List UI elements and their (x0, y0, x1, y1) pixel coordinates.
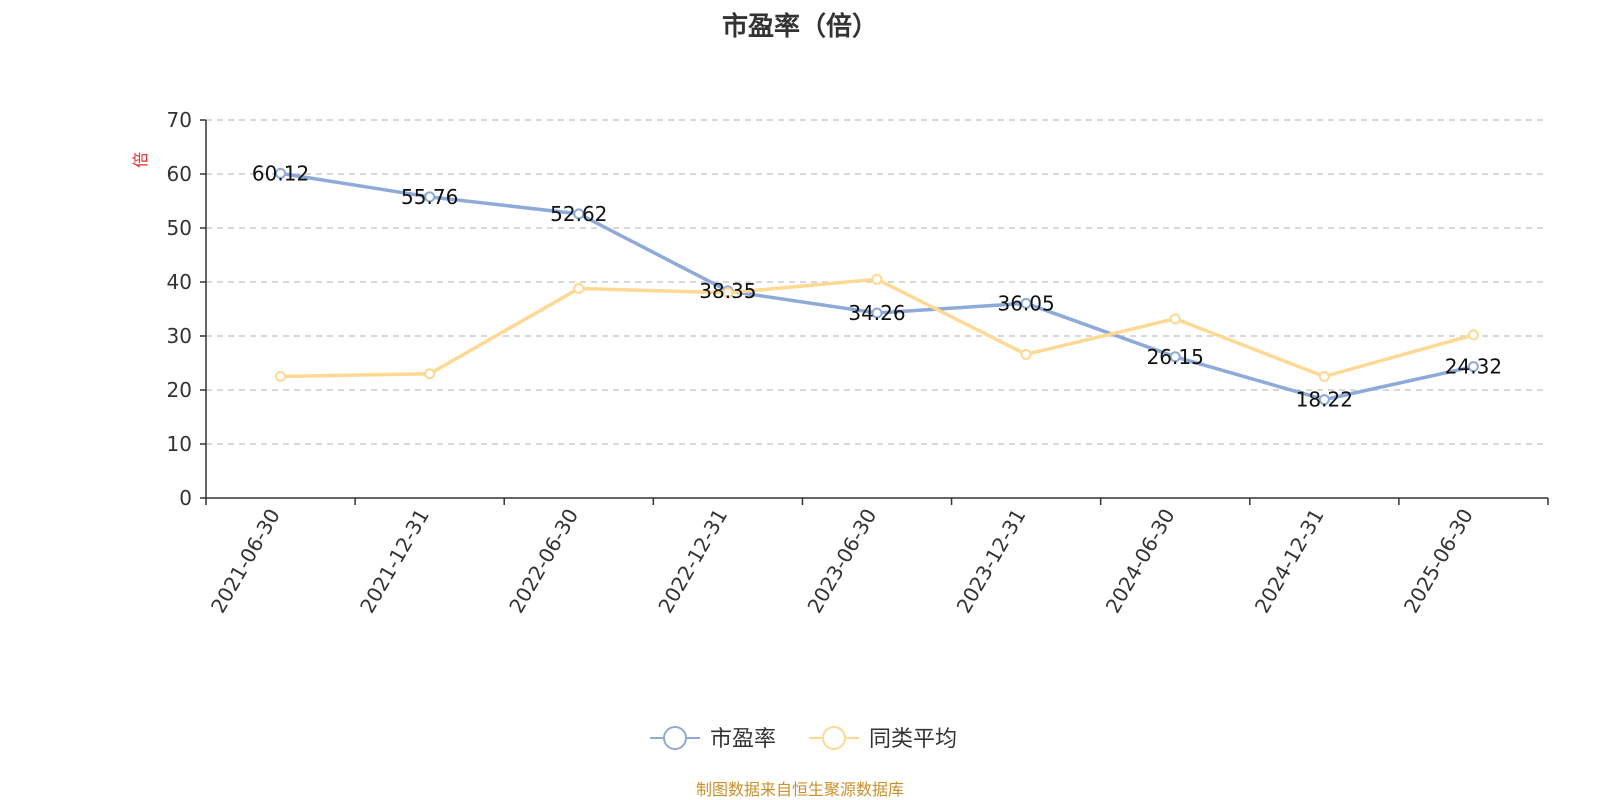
legend-item-1[interactable]: 同类平均 (809, 726, 957, 752)
source-note: 制图数据来自恒生聚源数据库 (695, 780, 904, 799)
x-tick-label: 2021-06-30 (206, 505, 285, 618)
y-tick-label: 70 (167, 108, 192, 132)
legend-item-0[interactable]: 市盈率 (650, 726, 776, 752)
legend[interactable]: 市盈率 同类平均 (650, 726, 957, 752)
series-layer: 60.12 55.76 52.62 38.35 34.26 36.05 26.15 18.22… (252, 161, 1502, 411)
legend-marker (663, 726, 687, 750)
chart-title: 市盈率（倍） (721, 12, 878, 42)
axes: 0 10 20 30 40 50 60 70 2021-06-30 2021-12-31 2022-… (167, 108, 1549, 618)
data-point (1169, 351, 1181, 363)
data-point (722, 287, 734, 299)
data-point (424, 191, 436, 203)
y-tick-label: 0 (179, 486, 192, 510)
data-point (871, 273, 883, 285)
x-tick-label: 2025-06-30 (1399, 505, 1478, 618)
legend-marker (822, 726, 846, 750)
legend-label: 同类平均 (869, 727, 957, 752)
data-point (871, 307, 883, 319)
data-point (1020, 348, 1032, 360)
x-tick-label: 2021-12-31 (355, 504, 434, 617)
data-point (1169, 313, 1181, 325)
data-label: 24.32 (1445, 355, 1502, 379)
data-point (275, 371, 287, 382)
data-point (1318, 371, 1330, 382)
y-axis-label: 倍 (131, 152, 150, 168)
data-label: 18.22 (1296, 388, 1353, 412)
data-point (1467, 361, 1479, 373)
data-point (424, 368, 436, 380)
x-tick-label: 2023-06-30 (802, 505, 881, 618)
x-tick-label: 2022-12-31 (653, 505, 732, 618)
data-label: 38.35 (699, 279, 756, 303)
data-point (1020, 297, 1032, 309)
x-tick-label: 2024-06-30 (1101, 505, 1180, 618)
y-tick-label: 20 (167, 378, 192, 402)
legend-label: 市盈率 (710, 727, 776, 752)
x-tick-label: 2023-12-31 (952, 505, 1031, 618)
y-tick-label: 10 (167, 432, 192, 456)
series-line-1 (280, 277, 1474, 379)
data-label: 52.62 (550, 202, 607, 226)
data-label: 34.26 (848, 301, 905, 325)
x-tick-label: 2024-12-31 (1250, 505, 1329, 618)
data-point (275, 167, 287, 179)
data-label: 26.15 (1147, 345, 1204, 369)
x-tick-label: 2022-06-30 (504, 505, 583, 618)
data-point (573, 208, 585, 220)
y-tick-label: 50 (167, 216, 192, 240)
data-label: 36.05 (997, 291, 1054, 315)
data-label: 60.12 (252, 161, 309, 185)
y-tick-label: 30 (167, 324, 192, 348)
y-tick-label: 40 (167, 270, 192, 294)
data-label: 55.76 (401, 185, 458, 209)
data-point (573, 282, 585, 294)
data-point (1318, 394, 1330, 406)
data-point (1467, 329, 1479, 341)
y-tick-label: 60 (167, 162, 192, 186)
